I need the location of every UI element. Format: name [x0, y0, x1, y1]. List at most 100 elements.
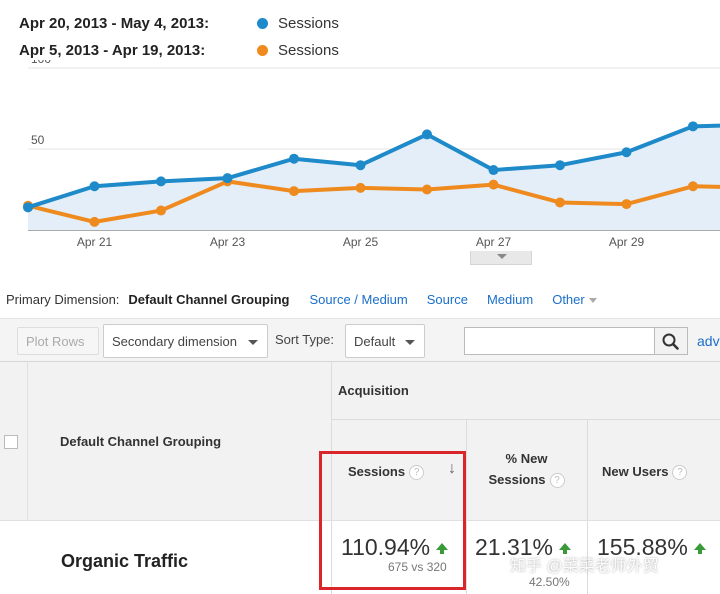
data-point-previous: [555, 197, 565, 208]
arrow-up-icon: [693, 543, 706, 554]
new-sessions-change-cell: 21.31%: [475, 534, 572, 561]
sessions-line-chart[interactable]: 100 50 Apr 21 Apr 23 Apr 25 Apr 27 Apr 29: [0, 60, 720, 270]
dimension-medium[interactable]: Medium: [486, 292, 534, 307]
select-all-checkbox[interactable]: [4, 435, 18, 449]
data-point-current: [222, 173, 233, 184]
legend-row-current: Apr 20, 2013 - May 4, 2013: Sessions: [19, 10, 339, 37]
chart-resize-handle[interactable]: [470, 251, 532, 265]
data-point-previous: [422, 184, 432, 195]
sessions-highlight-box: [319, 451, 466, 590]
select-column: [0, 362, 28, 594]
dimension-other-dropdown[interactable]: Other: [552, 292, 597, 307]
data-point-current: [488, 165, 499, 176]
group-header-divider: [332, 419, 720, 420]
data-point-current: [355, 160, 366, 171]
chevron-down-icon: [405, 340, 415, 345]
data-point-current: [156, 176, 166, 187]
data-point-previous: [488, 179, 499, 190]
legend-row-previous: Apr 5, 2013 - Apr 19, 2013: Sessions: [19, 37, 339, 64]
new-users-change-cell: 155.88%: [597, 534, 706, 561]
series-line-previous: [27, 179, 720, 224]
data-point-current: [555, 160, 565, 171]
legend-series-previous: Sessions: [278, 42, 339, 59]
y-tick-label: 100: [31, 60, 51, 66]
primary-dimension-label: Primary Dimension:: [6, 292, 120, 307]
dimension-source-medium[interactable]: Source / Medium: [309, 292, 408, 307]
sessions-compare-value: 675 vs 320: [388, 560, 447, 574]
sort-type-label: Sort Type:: [275, 332, 335, 347]
secondary-dimension-dropdown[interactable]: Secondary dimension: [103, 324, 268, 358]
plot-rows-label: Plot Rows: [26, 333, 85, 349]
dimension-other-label: Other: [552, 292, 585, 307]
search-icon: [662, 333, 679, 350]
series-area-current: [28, 125, 720, 230]
table-header: Default Channel Grouping Acquisition: [0, 362, 720, 520]
sessions-change-value: 110.94%: [341, 534, 431, 560]
sort-type-dropdown[interactable]: Default: [345, 324, 425, 358]
x-tick-label: Apr 25: [343, 235, 379, 249]
group-header-acquisition: Acquisition: [338, 383, 409, 398]
watermark-text: 知乎 @菜菜老师外贸: [510, 558, 659, 575]
new-sessions-header-line2: Sessions: [488, 472, 546, 487]
dimension-source[interactable]: Source: [426, 292, 468, 307]
x-tick-label: Apr 27: [476, 235, 512, 249]
sessions-header-label: Sessions: [348, 464, 406, 479]
data-point-current: [289, 153, 299, 164]
new-users-header-label: New Users: [602, 464, 669, 479]
data-point-previous: [156, 205, 166, 216]
dimension-default-channel-grouping[interactable]: Default Channel Grouping: [128, 292, 290, 307]
secondary-dimension-label: Secondary dimension: [112, 333, 238, 349]
legend-series-current: Sessions: [278, 15, 339, 32]
table-row: Organic Traffic: [0, 520, 720, 594]
x-tick-label: Apr 23: [210, 235, 246, 249]
data-point-previous: [89, 216, 100, 227]
data-point-current: [422, 129, 432, 140]
column-header-new-users[interactable]: New Users?: [602, 461, 688, 482]
data-point-current: [688, 121, 698, 132]
legend-range-previous: Apr 5, 2013 - Apr 19, 2013:: [19, 42, 206, 59]
chevron-down-icon: [248, 340, 258, 345]
new-users-change-value: 155.88%: [597, 534, 688, 560]
column-divider: [331, 521, 332, 594]
help-icon[interactable]: ?: [549, 473, 565, 489]
chevron-down-icon: [588, 298, 597, 304]
sort-descending-icon[interactable]: ↓: [448, 460, 456, 477]
column-divider: [587, 521, 588, 594]
data-point-previous: [355, 182, 366, 193]
new-sessions-change-value: 21.31%: [475, 534, 554, 560]
plot-rows-button[interactable]: Plot Rows: [17, 327, 99, 355]
data-point-previous: [289, 186, 299, 197]
primary-dimension-bar: Primary Dimension: Default Channel Group…: [6, 292, 597, 307]
help-icon[interactable]: ?: [409, 465, 425, 481]
column-divider: [466, 521, 467, 594]
chart-legend: Apr 20, 2013 - May 4, 2013: Sessions Apr…: [19, 10, 339, 64]
arrow-up-icon: [436, 543, 449, 554]
table-search-input[interactable]: [464, 327, 655, 355]
search-button[interactable]: [655, 327, 688, 355]
sessions-change-cell: 110.94%: [341, 534, 449, 561]
data-point-previous: [621, 199, 632, 210]
x-tick-label: Apr 29: [609, 235, 645, 249]
data-point-current: [23, 202, 33, 213]
column-divider: [587, 419, 588, 520]
column-header-new-sessions[interactable]: % New Sessions?: [479, 448, 574, 490]
column-header-sessions[interactable]: Sessions?: [348, 461, 425, 482]
column-header-dimension[interactable]: Default Channel Grouping: [60, 434, 222, 449]
help-icon[interactable]: ?: [672, 465, 688, 481]
x-tick-label: Apr 21: [77, 235, 113, 249]
arrow-up-icon: [559, 543, 572, 554]
series-line-current: [27, 123, 720, 210]
data-point-previous: [688, 181, 698, 192]
column-divider: [466, 419, 467, 520]
data-point-current: [89, 181, 100, 192]
legend-dot-previous: [257, 45, 268, 56]
row-label-organic-traffic[interactable]: Organic Traffic: [61, 551, 189, 571]
new-sessions-header-line1: % New: [505, 451, 548, 466]
column-divider: [331, 362, 332, 520]
new-sessions-compare-value: 42.50%: [529, 575, 570, 589]
legend-dot-current: [257, 18, 268, 29]
data-point-current: [621, 147, 632, 158]
advanced-filter-link[interactable]: adv: [697, 333, 720, 349]
sort-type-value: Default: [354, 333, 396, 349]
legend-range-current: Apr 20, 2013 - May 4, 2013:: [19, 15, 210, 32]
